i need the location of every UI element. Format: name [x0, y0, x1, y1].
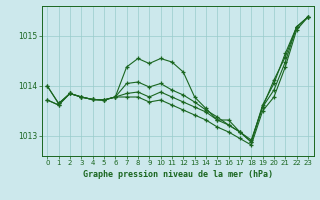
X-axis label: Graphe pression niveau de la mer (hPa): Graphe pression niveau de la mer (hPa): [83, 170, 273, 179]
